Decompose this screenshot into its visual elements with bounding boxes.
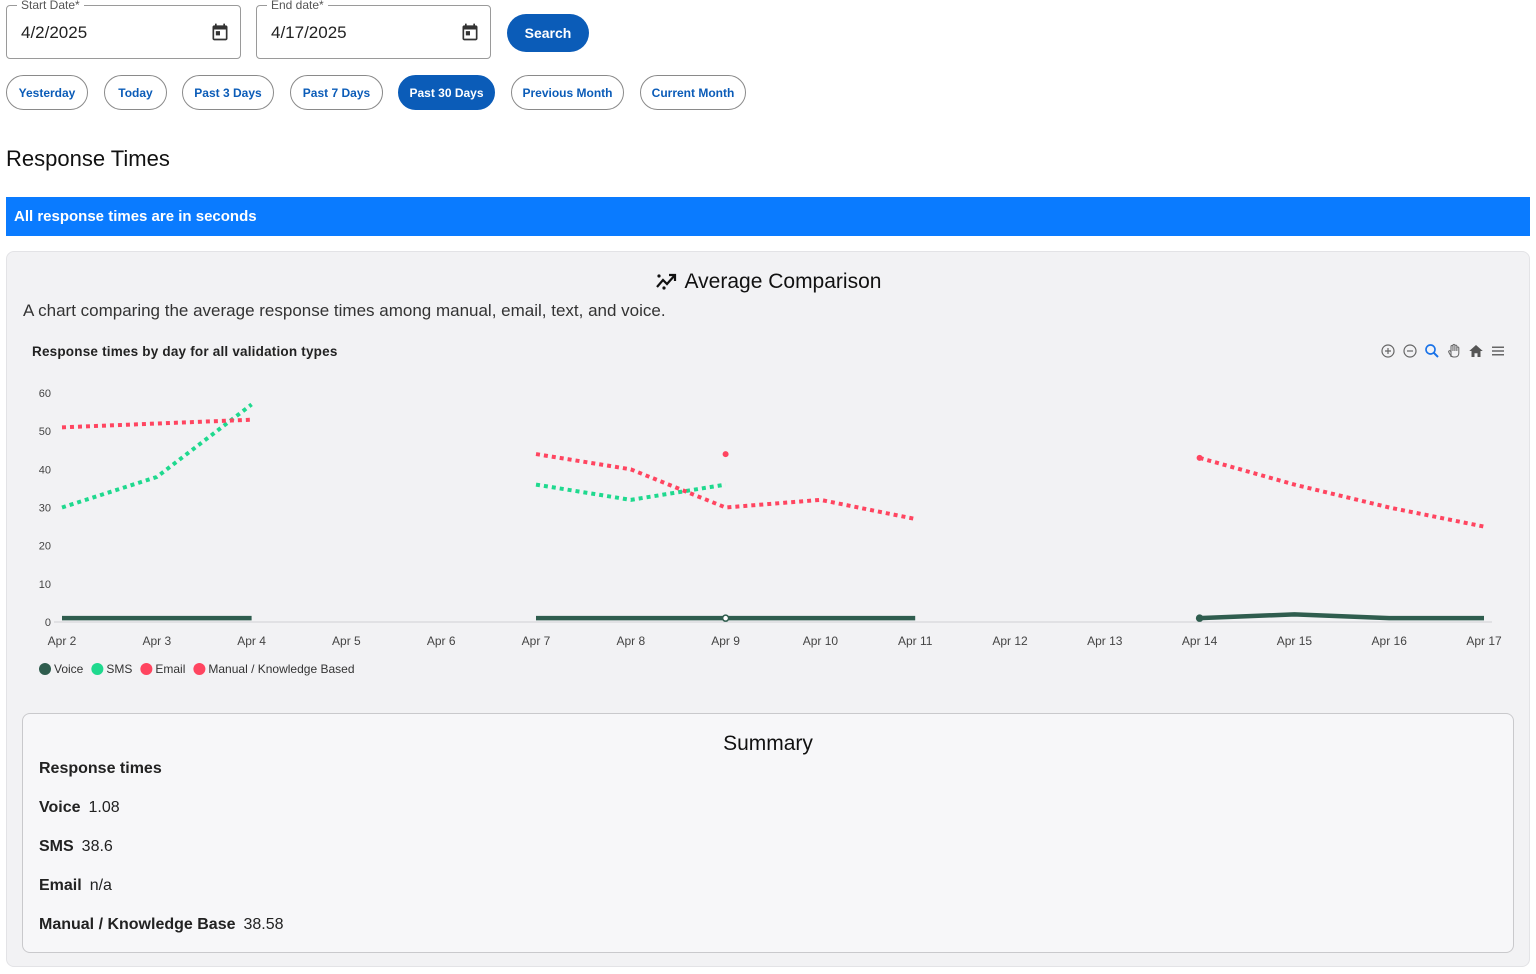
x-tick-label: Apr 2 (48, 634, 77, 648)
start-date-input[interactable] (21, 23, 191, 43)
chip-past-3-days[interactable]: Past 3 Days (182, 75, 274, 110)
summary-value: 38.6 (81, 838, 113, 855)
x-tick-label: Apr 4 (237, 634, 266, 648)
chip-yesterday[interactable]: Yesterday (6, 75, 88, 110)
legend-label: Email (155, 662, 185, 676)
legend-label: Manual / Knowledge Based (208, 662, 354, 676)
legend-label: Voice (54, 662, 84, 676)
trending-chart-icon (655, 273, 676, 290)
home-reset-icon[interactable] (1467, 342, 1485, 360)
page-title: Response Times (6, 146, 170, 171)
chart-title: Response times by day for all validation… (32, 344, 338, 359)
y-tick-label: 60 (39, 388, 51, 400)
x-tick-label: Apr 6 (427, 634, 456, 648)
chip-current-month[interactable]: Current Month (640, 75, 746, 110)
series-line-1 (61, 402, 253, 510)
series-line-3 (535, 452, 916, 521)
start-date-field[interactable]: Start Date* (6, 0, 241, 59)
info-banner: All response times are in seconds (6, 197, 1530, 236)
summary-subtitle: Response times (39, 760, 162, 777)
series-line-3 (1199, 455, 1485, 529)
end-date-input[interactable] (271, 23, 441, 43)
x-tick-label: Apr 3 (142, 634, 171, 648)
summary-row-sms: SMS 38.6 (39, 838, 113, 856)
zoom-out-icon[interactable] (1401, 342, 1419, 360)
x-tick-label: Apr 13 (1087, 634, 1123, 648)
summary-label: Voice (39, 799, 81, 816)
response-times-chart: 0 10 20 30 40 50 60 Apr 2 Apr 3 Apr 4 Apr 5 Apr 6 Ap… (39, 388, 1502, 676)
average-comparison-card: Average Comparison A chart comparing the… (6, 251, 1530, 967)
menu-icon[interactable] (1489, 342, 1507, 360)
start-date-label: Start Date* (17, 0, 84, 12)
y-tick-label: 40 (39, 464, 51, 476)
zoom-in-icon[interactable] (1379, 342, 1397, 360)
summary-label: Manual / Knowledge Base (39, 916, 236, 933)
summary-label: Email (39, 877, 82, 894)
y-tick-label: 20 (39, 541, 51, 553)
y-tick-label: 50 (39, 426, 51, 438)
summary-row-voice: Voice 1.08 (39, 799, 120, 817)
chip-today[interactable]: Today (104, 75, 167, 110)
chart-toolbar (1379, 342, 1507, 360)
summary-value: 1.08 (88, 799, 120, 816)
x-tick-label: Apr 7 (522, 634, 551, 648)
x-tick-label: Apr 11 (898, 634, 933, 648)
chip-past-7-days[interactable]: Past 7 Days (290, 75, 383, 110)
summary-value: n/a (89, 877, 112, 894)
legend-marker (140, 663, 153, 675)
y-tick-label: 0 (45, 617, 51, 629)
voice-marker (1195, 614, 1204, 622)
x-tick-label: Apr 10 (803, 634, 839, 648)
x-tick-label: Apr 12 (992, 634, 1028, 648)
summary-value: 38.58 (243, 916, 284, 933)
x-tick-label: Apr 9 (711, 634, 740, 648)
calendar-icon[interactable] (460, 22, 480, 42)
pan-hand-icon[interactable] (1445, 342, 1463, 360)
chip-past-30-days[interactable]: Past 30 Days (398, 75, 495, 110)
x-tick-label: Apr 15 (1277, 634, 1313, 648)
y-tick-label: 10 (39, 579, 51, 591)
end-date-field[interactable]: End date* (256, 0, 491, 59)
x-tick-label: Apr 14 (1182, 634, 1218, 648)
end-date-label: End date* (267, 0, 328, 12)
legend-marker (39, 663, 51, 675)
search-button[interactable]: Search (507, 14, 589, 52)
calendar-icon[interactable] (210, 22, 230, 42)
summary-row-email: Email n/a (39, 877, 112, 895)
summary-panel: Summary Response times Voice 1.08 SMS 38.6… (22, 713, 1514, 953)
x-tick-label: Apr 17 (1466, 634, 1502, 648)
x-tick-label: Apr 8 (616, 634, 645, 648)
legend-marker (91, 663, 104, 675)
card-description: A chart comparing the average response t… (23, 301, 666, 320)
x-tick-label: Apr 16 (1372, 634, 1408, 648)
series-point (722, 451, 729, 458)
summary-row-manual: Manual / Knowledge Base 38.58 (39, 916, 284, 934)
selection-zoom-icon[interactable] (1423, 342, 1441, 360)
summary-label: SMS (39, 838, 74, 855)
legend-marker (193, 663, 206, 675)
x-tick-label: Apr 5 (332, 634, 361, 648)
card-title: Average Comparison (7, 270, 1529, 294)
series-line-0 (1199, 612, 1484, 621)
chip-previous-month[interactable]: Previous Month (511, 75, 624, 110)
series-line-1 (535, 482, 726, 502)
y-tick-label: 30 (39, 503, 51, 515)
legend-label: SMS (106, 662, 132, 676)
series-line-3 (61, 417, 252, 430)
voice-marker (721, 614, 730, 622)
summary-title: Summary (723, 732, 813, 755)
manual-marker (1196, 454, 1203, 461)
card-title-text: Average Comparison (684, 270, 882, 293)
